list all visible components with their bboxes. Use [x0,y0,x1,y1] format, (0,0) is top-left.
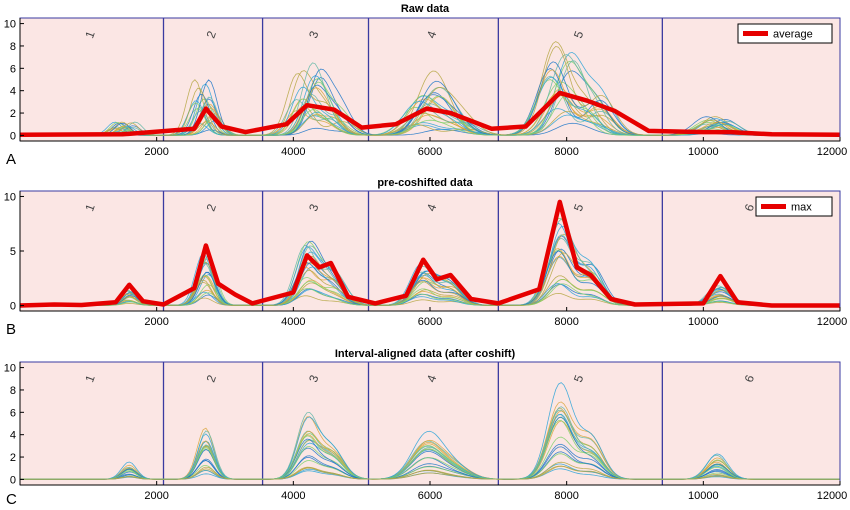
panel-a-average-line [19,90,841,138]
panel-b-plot: 1 2 3 4 5 6 0 5 10 2000 4000 6000 8000 10000 12000 max [4,190,848,328]
panel-c-ytick-label: 8 [10,385,16,397]
panel-a-interval-label: 3 [306,29,322,40]
panel-a-xtick-label: 4000 [281,146,305,158]
panel-c-ytick-label: 10 [4,363,16,375]
panel-b-interval-5 [498,191,663,311]
panel-a-xtick-label: 12000 [817,146,848,158]
panel-c-ytick-label: 0 [10,474,16,486]
panel-b-legend-box [755,196,833,217]
panel-b-interval-4 [368,191,499,311]
panel-c-interval-label: 5 [571,373,587,384]
panel-a-ytick-label: 4 [10,86,16,98]
panel-a-xtick-label: 8000 [554,146,578,158]
panel-a-plot: 1 2 3 4 5 0 2 4 6 8 10 2000 4000 6000 8000 10000 12000 av… [4,17,848,158]
panel-a-ytick-label: 0 [10,130,16,142]
panel-b-interval-1 [20,191,164,311]
panel-c-interval-label: 6 [742,373,758,384]
panel-b-ytick-label: 10 [4,191,16,203]
panel-b-ytick-label: 5 [10,246,16,258]
panel-c-interval-label: 3 [306,373,322,384]
panel-c-ytick-label: 6 [10,407,16,419]
panel-c-interval-5 [498,362,663,485]
panel-b-legend-label: max [791,202,812,214]
panel-a-ytick-label: 10 [4,19,16,31]
panel-a-ytick-label: 6 [10,63,16,75]
panel-c-interval-6 [662,362,840,485]
panel-c-xtick-label: 12000 [817,490,848,502]
panel-c-xtick-label: 6000 [418,490,442,502]
panel-a-interval-label: 4 [424,29,440,40]
panel-b: pre-coshifted data 1 2 3 4 5 6 0 5 10 2000 4000 600… [4,177,848,338]
panel-c-sample-line [20,465,840,480]
panel-b-ytick-label: 0 [10,301,16,313]
panel-b-interval-label: 4 [424,202,440,213]
panel-b-letter: B [6,321,16,338]
panel-b-xtick-label: 2000 [144,316,168,328]
panel-c-letter: C [6,491,17,508]
panel-c-xtick-label: 4000 [281,490,305,502]
panel-b-xtick-label: 12000 [817,316,848,328]
panel-a-letter: A [6,151,16,168]
panel-a-interval-label: 5 [571,29,587,40]
panel-b-interval-label: 2 [204,202,220,213]
panel-c-interval-label: 2 [204,373,220,384]
panel-a-sample-line [20,46,840,136]
panel-c-title: Interval-aligned data (after coshift) [335,348,516,360]
panel-a-legend-box [737,23,833,44]
panel-a-interval-label: 2 [204,29,220,40]
panel-b-interval-label: 3 [306,202,322,213]
panel-b-interval-label: 1 [82,202,98,213]
panel-c-xtick-label: 10000 [688,490,719,502]
panel-a-xtick-label: 6000 [418,146,442,158]
panel-c-interval-label: 1 [82,373,98,384]
panel-b-max-line [19,199,840,308]
panel-c-ytick-label: 4 [10,430,16,442]
panel-b-xtick-label: 10000 [688,316,719,328]
panel-a-xtick-label: 2000 [144,146,168,158]
panel-a-title: Raw data [401,3,450,15]
panel-a-interval-label: 1 [82,29,98,40]
panel-c-ytick-label: 2 [10,452,16,464]
panel-a: Raw data 1 2 3 4 5 0 2 4 6 8 10 2000 4000 6000 8000 100… [4,3,848,168]
panel-a-ytick-label: 8 [10,41,16,53]
panel-c-xtick-label: 2000 [144,490,168,502]
panel-b-interval-2 [163,191,263,311]
panel-b-interval-label: 5 [571,202,587,213]
panel-b-xtick-label: 4000 [281,316,305,328]
panel-a-legend-label: average [773,29,813,41]
panel-c-xtick-label: 8000 [554,490,578,502]
panel-b-interval-label: 6 [742,202,758,213]
panel-b-title: pre-coshifted data [377,177,473,189]
panel-c-interval-label: 4 [424,373,440,384]
panel-b-xtick-label: 6000 [418,316,442,328]
panel-a-ytick-label: 2 [10,108,16,120]
panel-b-xtick-label: 8000 [554,316,578,328]
panel-a-interval-1 [20,18,164,141]
panel-a-xtick-label: 10000 [688,146,719,158]
panel-c-interval-1 [20,362,164,485]
panel-c-plot: 1 2 3 4 5 6 0 2 4 6 8 10 2000 4000 6000 8000 10000 12000 [4,361,848,502]
